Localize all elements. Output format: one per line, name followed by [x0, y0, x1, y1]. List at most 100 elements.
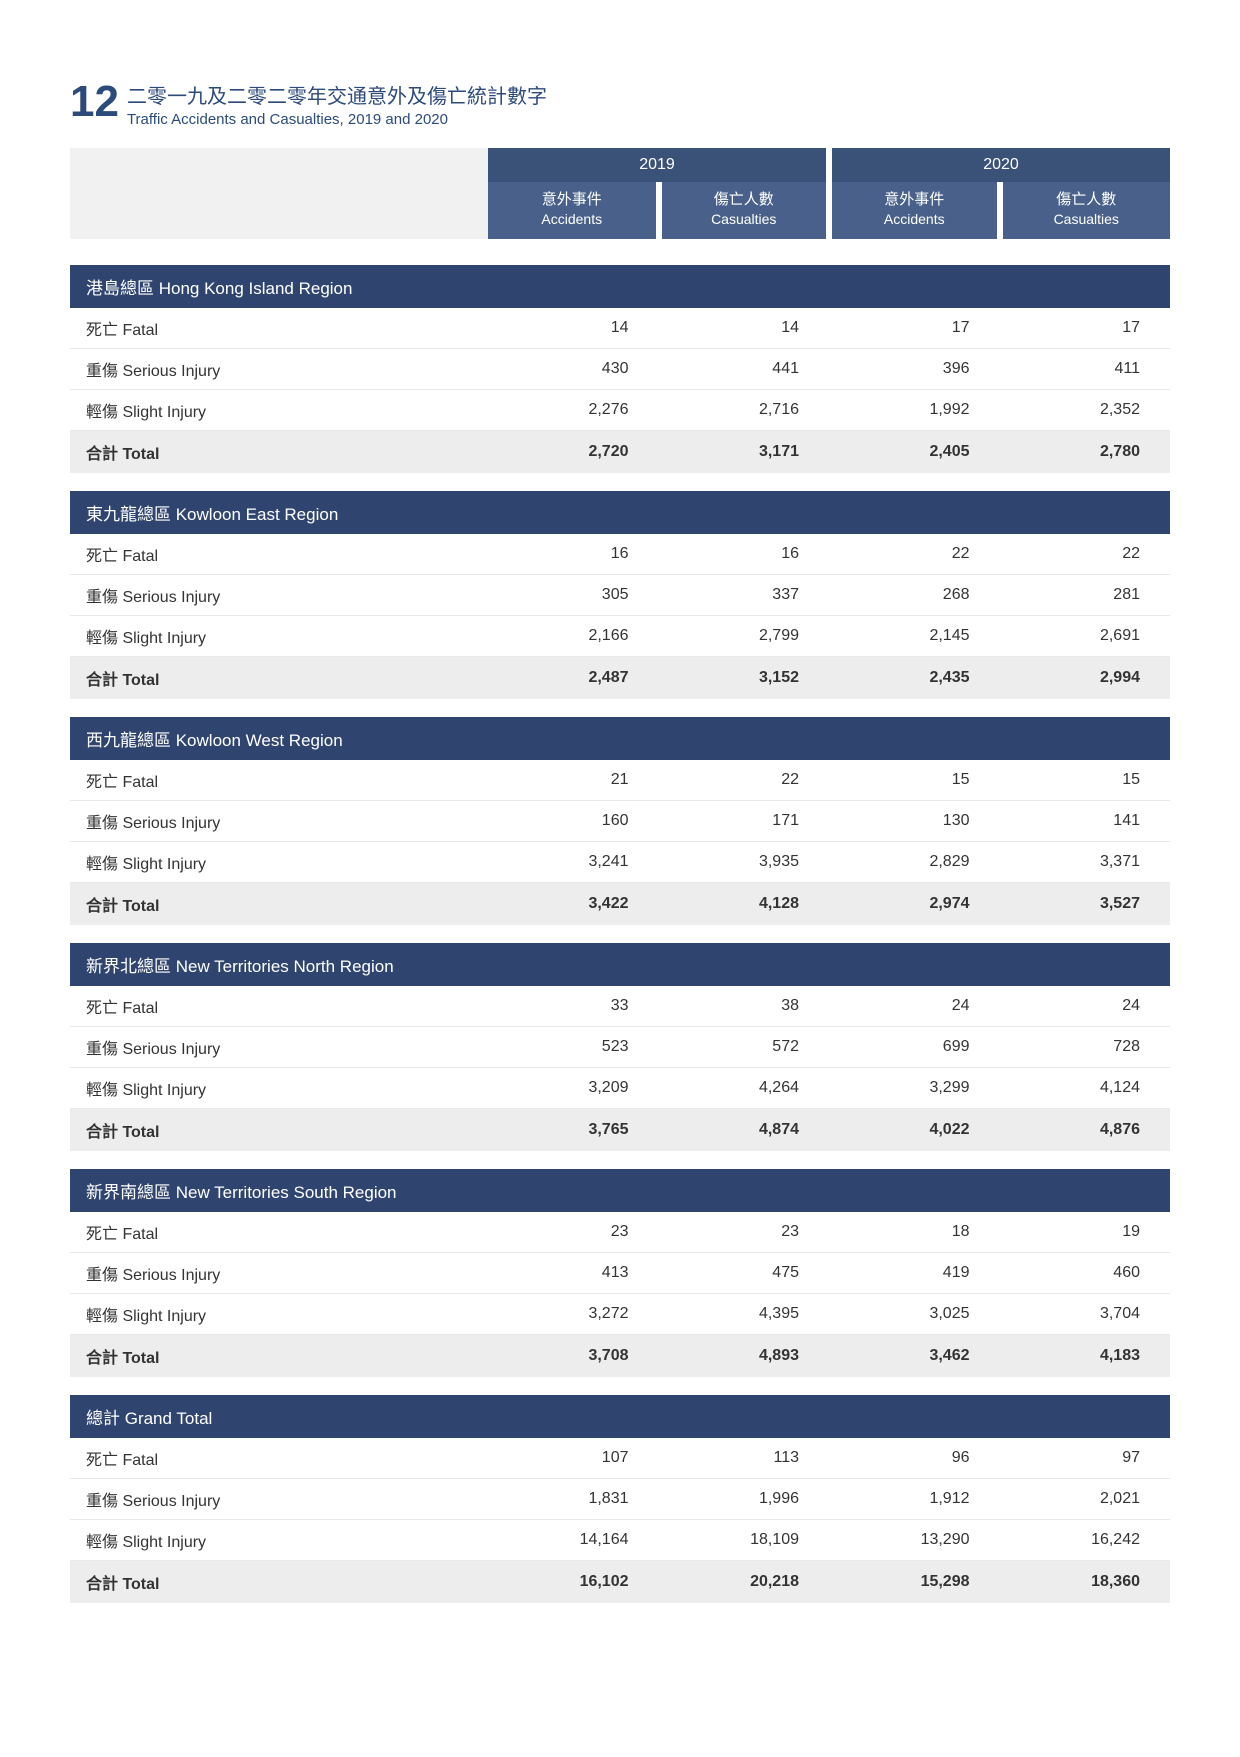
- cell-value: 3,272: [488, 1293, 659, 1334]
- cell-value: 97: [1000, 1438, 1171, 1479]
- row-label-fatal: 死亡 Fatal: [70, 986, 488, 1027]
- cell-value: 17: [1000, 308, 1171, 349]
- cell-value: 3,241: [488, 841, 659, 882]
- cell-value: 2,720: [488, 430, 659, 473]
- table-row: 輕傷 Slight Injury3,2413,9352,8293,371: [70, 841, 1170, 882]
- cell-value: 4,124: [1000, 1067, 1171, 1108]
- col-casualties-2020: 傷亡人數Casualties: [1000, 182, 1171, 239]
- cell-value: 460: [1000, 1252, 1171, 1293]
- table-row: 重傷 Serious Injury1,8311,9961,9122,021: [70, 1478, 1170, 1519]
- cell-value: 2,691: [1000, 615, 1171, 656]
- row-label-serious: 重傷 Serious Injury: [70, 800, 488, 841]
- section-header: 港島總區 Hong Kong Island Region: [70, 265, 1170, 308]
- table-row: 死亡 Fatal33382424: [70, 986, 1170, 1027]
- row-label-serious: 重傷 Serious Injury: [70, 348, 488, 389]
- row-label-fatal: 死亡 Fatal: [70, 1212, 488, 1253]
- cell-value: 15,298: [829, 1560, 1000, 1603]
- cell-value: 14: [488, 308, 659, 349]
- section-title: 西九龍總區 Kowloon West Region: [70, 717, 1170, 760]
- section-header: 新界南總區 New Territories South Region: [70, 1169, 1170, 1212]
- page-titles: 二零一九及二零二零年交通意外及傷亡統計數字 Traffic Accidents …: [127, 80, 547, 130]
- row-label-serious: 重傷 Serious Injury: [70, 1026, 488, 1067]
- cell-value: 2,352: [1000, 389, 1171, 430]
- row-label-total: 合計 Total: [70, 1108, 488, 1151]
- cell-value: 20,218: [659, 1560, 830, 1603]
- cell-value: 2,145: [829, 615, 1000, 656]
- cell-value: 22: [659, 760, 830, 801]
- cell-value: 281: [1000, 574, 1171, 615]
- total-row: 合計 Total16,10220,21815,29818,360: [70, 1560, 1170, 1603]
- page-number: 12: [70, 80, 119, 124]
- total-row: 合計 Total3,4224,1282,9743,527: [70, 882, 1170, 925]
- cell-value: 2,021: [1000, 1478, 1171, 1519]
- table-row: 輕傷 Slight Injury2,1662,7992,1452,691: [70, 615, 1170, 656]
- section-title: 總計 Grand Total: [70, 1395, 1170, 1438]
- cell-value: 33: [488, 986, 659, 1027]
- cell-value: 2,780: [1000, 430, 1171, 473]
- row-label-slight: 輕傷 Slight Injury: [70, 1293, 488, 1334]
- cell-value: 1,996: [659, 1478, 830, 1519]
- cell-value: 18,109: [659, 1519, 830, 1560]
- cell-value: 2,974: [829, 882, 1000, 925]
- section-header: 西九龍總區 Kowloon West Region: [70, 717, 1170, 760]
- cell-value: 413: [488, 1252, 659, 1293]
- spacer: [70, 699, 1170, 717]
- cell-value: 13,290: [829, 1519, 1000, 1560]
- table-row: 死亡 Fatal16162222: [70, 534, 1170, 575]
- cell-value: 3,371: [1000, 841, 1171, 882]
- table-row: 死亡 Fatal21221515: [70, 760, 1170, 801]
- cell-value: 23: [659, 1212, 830, 1253]
- row-label-serious: 重傷 Serious Injury: [70, 1252, 488, 1293]
- cell-value: 22: [1000, 534, 1171, 575]
- cell-value: 699: [829, 1026, 1000, 1067]
- cell-value: 3,462: [829, 1334, 1000, 1377]
- cell-value: 24: [1000, 986, 1171, 1027]
- table-row: 輕傷 Slight Injury2,2762,7161,9922,352: [70, 389, 1170, 430]
- cell-value: 2,487: [488, 656, 659, 699]
- cell-value: 16: [488, 534, 659, 575]
- table-row: 死亡 Fatal23231819: [70, 1212, 1170, 1253]
- cell-value: 1,912: [829, 1478, 1000, 1519]
- cell-value: 4,395: [659, 1293, 830, 1334]
- row-label-slight: 輕傷 Slight Injury: [70, 615, 488, 656]
- spacer: [70, 925, 1170, 943]
- cell-value: 4,264: [659, 1067, 830, 1108]
- cell-value: 38: [659, 986, 830, 1027]
- cell-value: 3,935: [659, 841, 830, 882]
- cell-value: 475: [659, 1252, 830, 1293]
- table-row: 輕傷 Slight Injury14,16418,10913,29016,242: [70, 1519, 1170, 1560]
- cell-value: 107: [488, 1438, 659, 1479]
- spacer: [70, 1151, 1170, 1169]
- row-label-total: 合計 Total: [70, 1560, 488, 1603]
- row-label-slight: 輕傷 Slight Injury: [70, 1067, 488, 1108]
- cell-value: 16,102: [488, 1560, 659, 1603]
- table-row: 輕傷 Slight Injury3,2724,3953,0253,704: [70, 1293, 1170, 1334]
- cell-value: 1,831: [488, 1478, 659, 1519]
- cell-value: 268: [829, 574, 1000, 615]
- total-row: 合計 Total2,4873,1522,4352,994: [70, 656, 1170, 699]
- cell-value: 441: [659, 348, 830, 389]
- cell-value: 96: [829, 1438, 1000, 1479]
- table-row: 重傷 Serious Injury413475419460: [70, 1252, 1170, 1293]
- cell-value: 2,166: [488, 615, 659, 656]
- col-casualties-2019: 傷亡人數Casualties: [659, 182, 830, 239]
- cell-value: 728: [1000, 1026, 1171, 1067]
- cell-value: 396: [829, 348, 1000, 389]
- title-en: Traffic Accidents and Casualties, 2019 a…: [127, 110, 547, 130]
- cell-value: 130: [829, 800, 1000, 841]
- row-label-slight: 輕傷 Slight Injury: [70, 1519, 488, 1560]
- row-label-fatal: 死亡 Fatal: [70, 534, 488, 575]
- cell-value: 14: [659, 308, 830, 349]
- row-label-serious: 重傷 Serious Injury: [70, 1478, 488, 1519]
- section-title: 港島總區 Hong Kong Island Region: [70, 265, 1170, 308]
- cell-value: 419: [829, 1252, 1000, 1293]
- cell-value: 2,716: [659, 389, 830, 430]
- cell-value: 3,708: [488, 1334, 659, 1377]
- cell-value: 18: [829, 1212, 1000, 1253]
- cell-value: 430: [488, 348, 659, 389]
- section-title: 東九龍總區 Kowloon East Region: [70, 491, 1170, 534]
- section-header: 東九龍總區 Kowloon East Region: [70, 491, 1170, 534]
- cell-value: 17: [829, 308, 1000, 349]
- cell-value: 3,704: [1000, 1293, 1171, 1334]
- cell-value: 2,405: [829, 430, 1000, 473]
